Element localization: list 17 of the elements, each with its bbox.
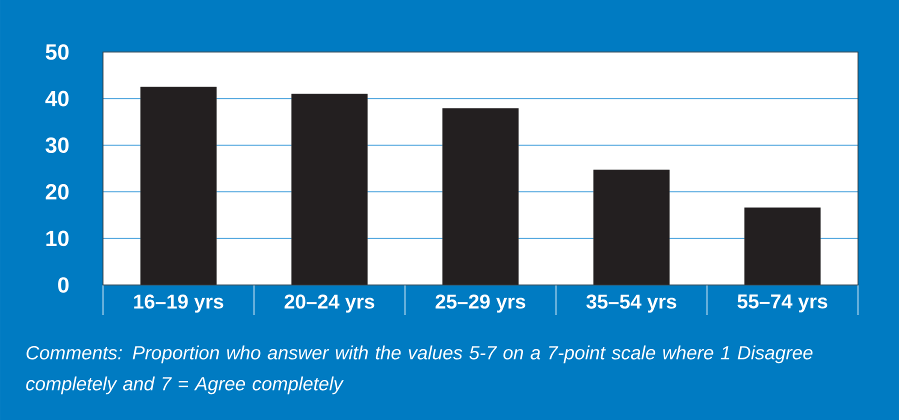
y-tick-label: 40 [45,90,69,106]
x-tick-label: 20–24 yrs [284,294,374,313]
bar [291,94,368,285]
y-tick-label: 20 [46,184,69,200]
x-tick-label: 25–29 yrs [436,294,526,313]
y-tick-label: 30 [46,137,69,153]
x-tick-label: 35–54 yrs [586,294,676,313]
bar [744,207,821,285]
x-tick-label: 55–74 yrs [738,294,828,312]
bar [140,86,217,285]
y-tick-label: 10 [46,230,69,246]
bar [442,108,519,285]
bar [593,170,670,285]
text: Comments: Proportion who answer with the values 5-7 on a 7-point scale where 1 Disagree completely and 7 = Agree completely [26,346,812,394]
y-tick-label: 0 [58,277,69,293]
y-tick-label: 50 [46,44,69,60]
x-tick-label: 16–19 yrs [134,294,224,313]
